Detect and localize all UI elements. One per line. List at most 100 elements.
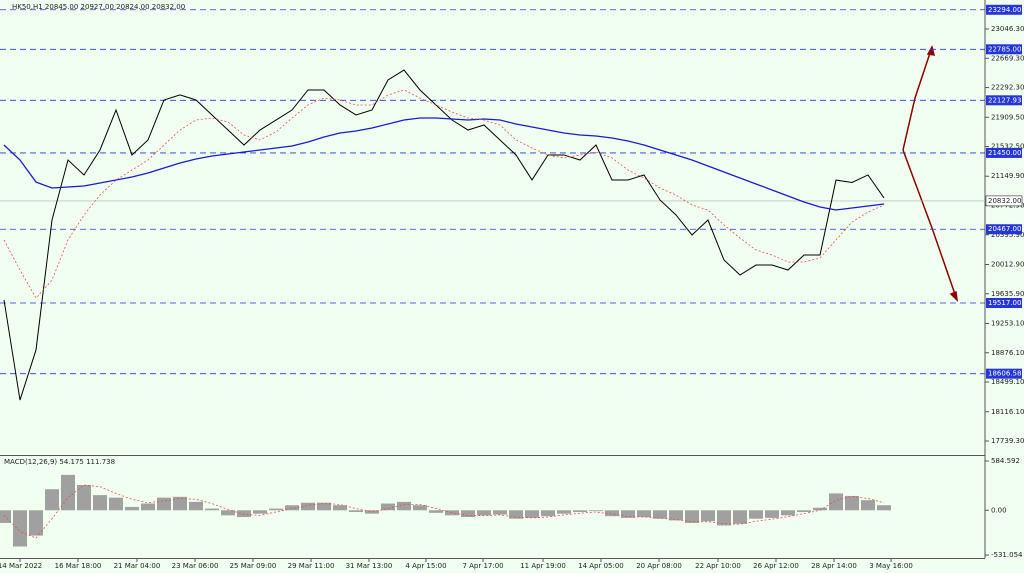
price-series [3,117,885,211]
level-label: 18606.58 [988,370,1021,378]
arrowhead [949,290,959,303]
price-series [3,89,885,299]
y-tick-label: 19635.90 [991,290,1024,298]
macd-bar [61,474,75,511]
y-tick-label: -531.054 [991,551,1023,559]
macd-bar [13,510,27,547]
y-tick-label: 18499.10 [991,378,1024,386]
macd-bar [301,502,315,511]
x-tick-label: 25 Mar 09:00 [230,562,277,570]
header: HK50,H1 20845.00 20927.00 20824.00 20832… [12,3,185,11]
last-price-label: 20832.00 [988,197,1021,205]
macd-bar [29,510,43,536]
macd-bar [861,500,875,511]
macd-bar [525,510,539,518]
macd-bar [717,510,731,526]
x-tick-label: 26 Apr 12:00 [753,562,799,570]
macd-bar [845,495,859,511]
macd-bar [653,510,667,519]
arrow-down [902,149,958,301]
level-label-box [986,224,1022,235]
x-tick-label: 7 Apr 17:00 [462,562,503,570]
level-label: 21450.00 [988,149,1021,157]
macd-bar [685,510,699,523]
level-label: 22127.93 [988,96,1021,104]
macd-bar [461,510,475,518]
x-tick-label: 16 Mar 18:00 [55,562,102,570]
y-tick-label: 23046.30 [991,25,1024,33]
macd-bar [317,502,331,511]
macd-bar [509,510,523,519]
x-tick-label: 20 Apr 08:00 [636,562,682,570]
macd-bar [285,505,299,511]
x-tick-label: 4 Apr 15:00 [405,562,446,570]
level-label-box [986,297,1022,308]
x-tick-label: 21 Mar 04:00 [114,562,161,570]
macd-bar [157,497,171,511]
macd-bar [589,510,603,512]
x-tick-label: 31 Mar 13:00 [346,562,393,570]
arrow-up [902,46,933,151]
macd-bar [829,493,843,511]
macd-title: MACD(12,26,9) 54.175 111.738 [4,458,115,466]
y-tick-label: 0.00 [991,506,1007,514]
x-tick-label: 14 Apr 05:00 [578,562,624,570]
y-tick-label: 21532.50 [991,143,1024,151]
y-tick-label: 21909.50 [991,113,1024,121]
signal-line [3,484,885,539]
y-tick-label: 20012.90 [991,260,1024,268]
y-tick-label: 18876.10 [991,349,1024,357]
macd-bar [733,510,747,524]
y-tick-label: 21149.90 [991,172,1024,180]
x-tick-label: 28 Apr 14:00 [811,562,857,570]
macd-bar [429,510,443,513]
macd-bar [749,510,763,519]
level-label-box [986,44,1022,55]
level-label-box [986,95,1022,106]
macd-bar [541,510,555,517]
macd-bar [125,506,139,511]
y-tick-label: 22669.30 [991,54,1024,62]
macd-bar [637,510,651,518]
macd-bar [77,484,91,511]
macd-bar [349,510,363,512]
macd-bar [781,510,795,516]
macd-bar [797,510,811,512]
y-tick-label: 584.592 [991,457,1020,465]
x-tick-label: 29 Mar 11:00 [288,562,335,570]
macd-bar [413,505,427,511]
macd-bar [253,510,267,514]
x-tick-label: 11 Apr 19:00 [520,562,566,570]
macd-bar [765,510,779,518]
macd-bar [557,510,571,514]
level-label-box [986,147,1022,158]
macd-bar [173,496,187,511]
level-label-box [986,368,1022,379]
macd-bar [493,510,507,515]
macd-bar [141,503,155,511]
macd-bar [45,489,59,511]
y-tick-label: 22292.30 [991,84,1024,92]
level-label: 19517.00 [988,299,1021,307]
level-label: 23294.00 [988,6,1021,14]
macd-bar [333,505,347,511]
macd-bar [189,501,203,511]
x-tick-label: 23 Mar 06:00 [172,562,219,570]
macd-bar [205,508,219,511]
y-tick-label: 19253.10 [991,319,1024,327]
last-price-box [985,195,1023,207]
macd-bar [477,510,491,516]
x-tick-label: 14 Mar 2022 [0,562,42,570]
level-label: 22785.00 [988,45,1021,53]
macd-bar [669,510,683,521]
y-tick-label: 17739.30 [991,437,1024,445]
macd-bar [573,510,587,512]
macd-bar [877,505,891,511]
macd-bar [605,510,619,517]
macd-bar [701,510,715,522]
price-series [3,69,885,401]
macd-bar [365,510,379,514]
